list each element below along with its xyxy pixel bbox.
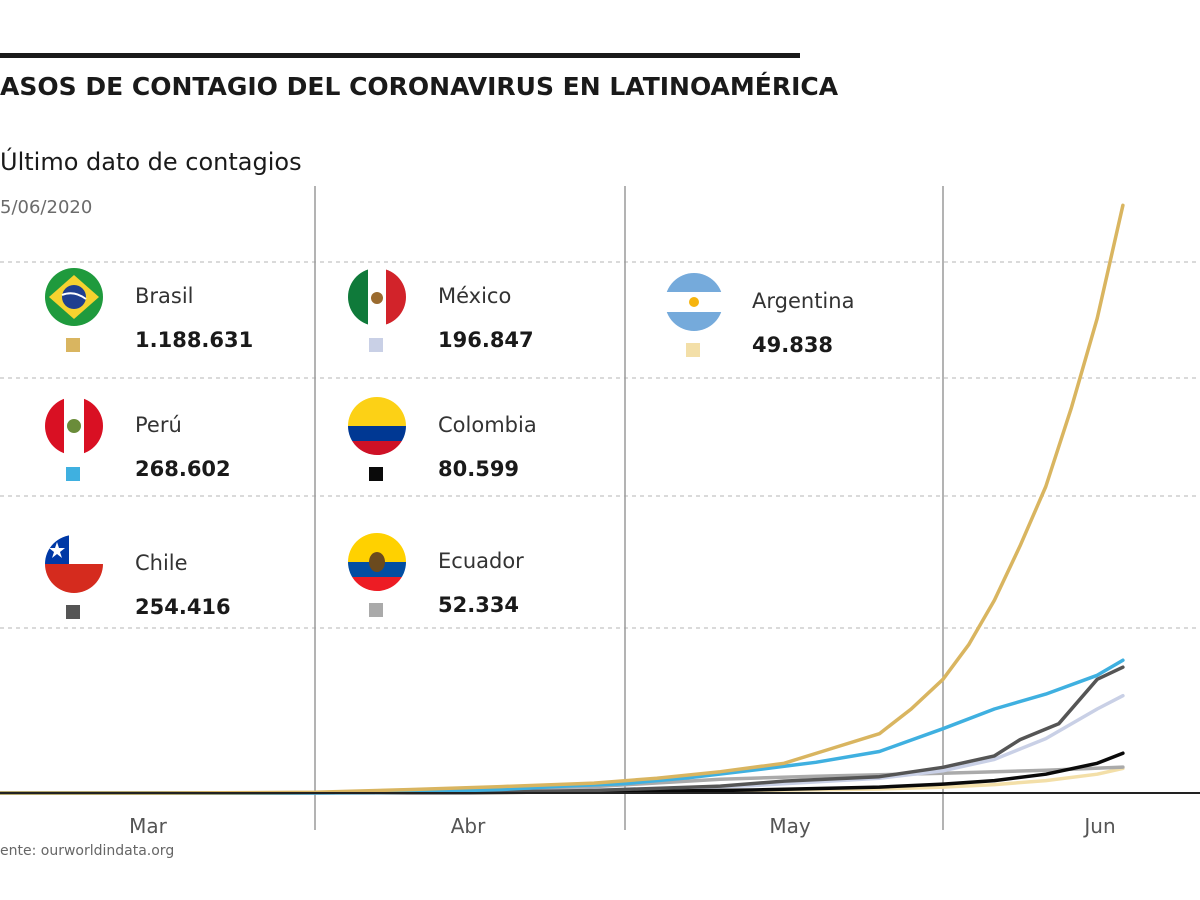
x-tick-label: Abr xyxy=(451,814,486,838)
legend-swatch xyxy=(369,603,383,617)
legend-entry-argentina: Argentina 49.838 xyxy=(665,273,935,383)
chart-subtitle: Último dato de contagios xyxy=(0,148,302,176)
legend-value: 254.416 xyxy=(135,595,231,619)
legend-value: 80.599 xyxy=(438,457,520,481)
legend-country: Ecuador xyxy=(438,549,524,573)
legend-entry-peru: Perú 268.602 xyxy=(45,397,315,507)
legend-entry-brasil: Brasil 1.188.631 xyxy=(45,268,315,378)
legend-country: Chile xyxy=(135,551,188,575)
legend-swatch xyxy=(66,467,80,481)
legend-entry-mexico: México 196.847 xyxy=(348,268,618,378)
legend-value: 1.188.631 xyxy=(135,328,254,352)
peru-flag-icon xyxy=(45,397,103,455)
ecuador-flag-icon xyxy=(348,533,406,591)
legend-country: Perú xyxy=(135,413,182,437)
month-labels: Mar Abr May Jun xyxy=(129,814,1115,838)
source-note: ente: ourworldindata.org xyxy=(0,843,175,859)
legend-country: Argentina xyxy=(752,289,855,313)
legend-country: Brasil xyxy=(135,284,194,308)
legend-country: Colombia xyxy=(438,413,537,437)
legend-value: 196.847 xyxy=(438,328,534,352)
legend-entry-chile: Chile 254.416 xyxy=(45,535,315,645)
legend-entry-ecuador: Ecuador 52.334 xyxy=(348,533,618,643)
x-tick-label: May xyxy=(769,814,811,838)
colombia-flag-icon xyxy=(348,397,406,455)
legend-swatch xyxy=(66,338,80,352)
series-line-méxico xyxy=(0,693,1125,795)
legend-value: 52.334 xyxy=(438,593,520,617)
horizontal-gridlines xyxy=(0,261,1200,629)
brazil-flag-icon xyxy=(45,268,103,326)
legend-value: 49.838 xyxy=(752,333,834,357)
legend-entry-colombia: Colombia 80.599 xyxy=(348,397,618,507)
chile-flag-icon xyxy=(45,535,103,593)
title-rule xyxy=(0,53,800,58)
legend-swatch xyxy=(686,343,700,357)
chart-title: ASOS DE CONTAGIO DEL CORONAVIRUS EN LATI… xyxy=(0,72,839,101)
x-tick-label: Jun xyxy=(1082,814,1115,838)
legend-country: México xyxy=(438,284,512,308)
chart-date: 5/06/2020 xyxy=(0,197,93,218)
legend-swatch xyxy=(369,467,383,481)
legend-swatch xyxy=(66,605,80,619)
series-line-brasil xyxy=(0,203,1125,795)
legend-swatch xyxy=(369,338,383,352)
argentina-flag-icon xyxy=(665,273,723,331)
legend-value: 268.602 xyxy=(135,457,231,481)
mexico-flag-icon xyxy=(348,268,406,326)
x-tick-label: Mar xyxy=(129,814,168,838)
month-separators xyxy=(314,186,944,830)
